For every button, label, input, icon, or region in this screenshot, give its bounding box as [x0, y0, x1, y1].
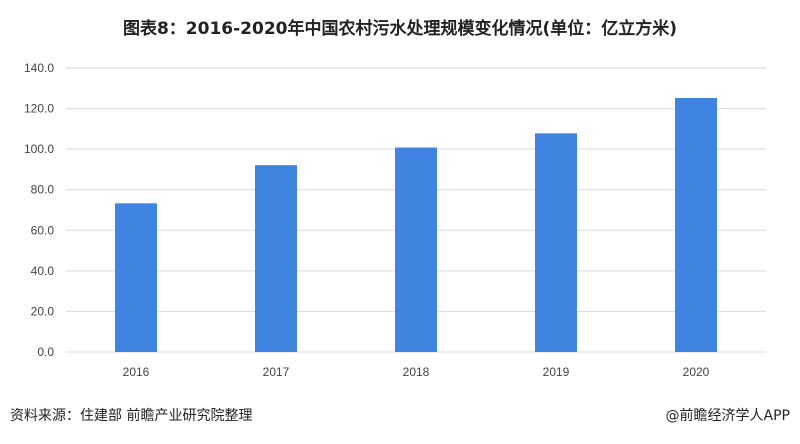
y-tick-label: 120.0 [24, 102, 54, 116]
bar-2019 [535, 133, 577, 352]
y-tick-label: 100.0 [24, 142, 54, 156]
bar-2018 [395, 147, 437, 352]
bar-2020 [675, 98, 717, 352]
x-tick-label: 2019 [543, 365, 570, 379]
y-tick-label: 0.0 [37, 345, 54, 359]
x-tick-label: 2018 [403, 365, 430, 379]
y-tick-label: 60.0 [31, 223, 55, 237]
bar-2016 [115, 203, 157, 352]
y-tick-label: 20.0 [31, 304, 55, 318]
x-tick-label: 2016 [123, 365, 150, 379]
y-tick-label: 140.0 [24, 61, 54, 75]
source-note: 资料来源：住建部 前瞻产业研究院整理 [10, 408, 253, 424]
x-tick-label: 2020 [683, 365, 710, 379]
y-tick-label: 40.0 [31, 264, 55, 278]
chart-title: 图表8：2016-2020年中国农村污水处理规模变化情况(单位：亿立方米) [122, 19, 678, 39]
y-tick-label: 80.0 [31, 183, 55, 197]
bar-2017 [255, 165, 297, 352]
x-tick-label: 2017 [263, 365, 290, 379]
brand-label: @前瞻经济学人APP [665, 408, 790, 424]
